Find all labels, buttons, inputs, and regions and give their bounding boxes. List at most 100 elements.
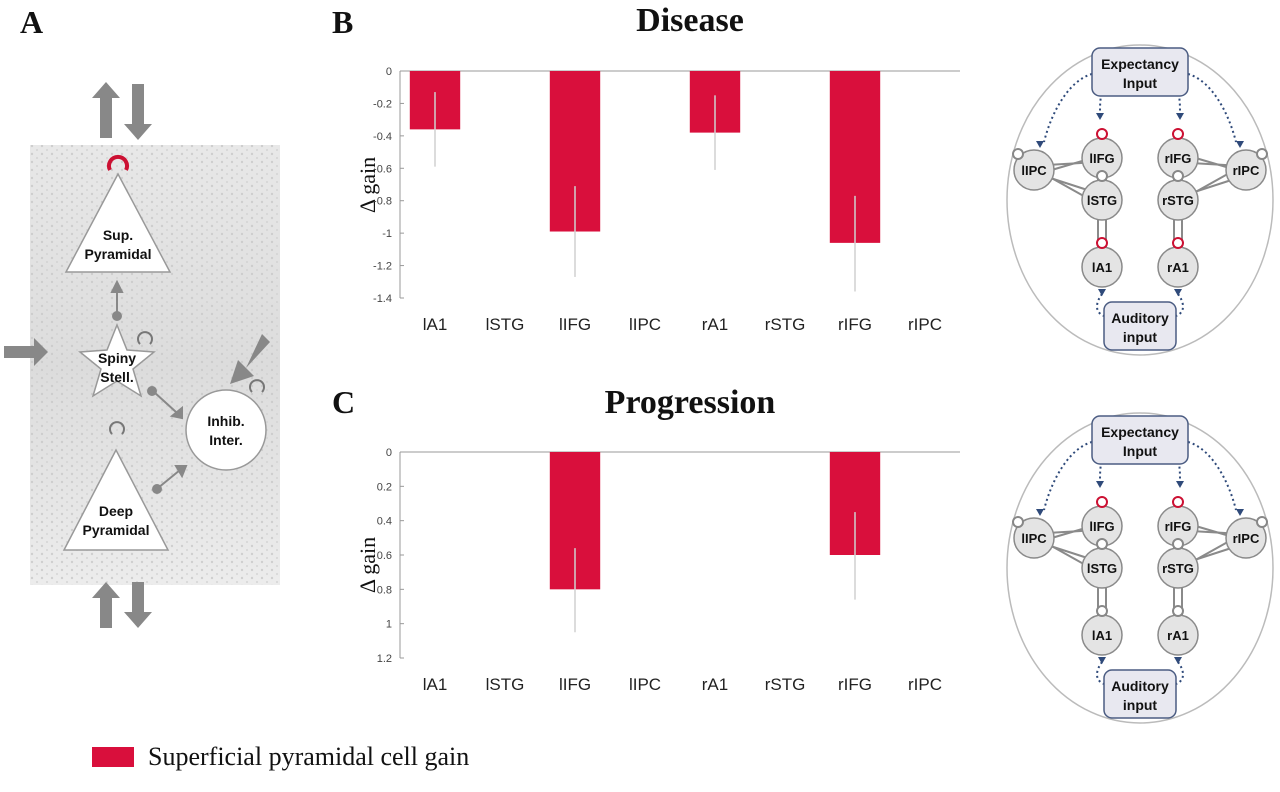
disease-network-node-label-lIPC: lIPC	[1021, 163, 1047, 178]
disease-network-node-label-lSTG: lSTG	[1087, 193, 1117, 208]
progression-network-node-lIPC	[1013, 517, 1055, 559]
panel-label-b: B	[332, 4, 354, 40]
progression-network-node-rIPC	[1225, 517, 1267, 559]
disease-network-self-gain-rA1	[1172, 237, 1184, 249]
disease-network-self-gain-rIPC	[1256, 148, 1268, 160]
progression-xtick-label: rSTG	[765, 675, 806, 694]
internal-connections	[110, 279, 188, 494]
inhib-input-arrow	[230, 334, 270, 384]
disease-xtick-label: lIPC	[629, 315, 661, 334]
progression-network-dotted-link	[1187, 441, 1237, 511]
disease-network-dotted-arrowhead	[1236, 141, 1244, 148]
progression-xtick-label: rIFG	[838, 675, 872, 694]
spiny-stellate-node	[78, 322, 156, 398]
sup-pyramidal-label-2: Pyramidal	[85, 246, 152, 262]
progression-network-auditory-box	[1103, 669, 1177, 719]
progression-network-node-label-rIFG: rIFG	[1165, 519, 1192, 534]
disease-ytick-label: 0	[386, 66, 392, 78]
disease-network-dotted-link	[1175, 83, 1181, 115]
bottom-arrows	[92, 582, 152, 628]
progression-ytick-label: 1.2	[377, 653, 392, 665]
disease-network-node-label-lA1: lA1	[1092, 260, 1112, 275]
self-inhibition-loops	[109, 331, 265, 435]
disease-network-self-gain-rIFG	[1172, 128, 1184, 140]
disease-network-dotted-arrowhead	[1098, 289, 1106, 296]
disease-xtick-label: lA1	[423, 315, 448, 334]
progression-xtick-label: lA1	[423, 675, 448, 694]
deep-pyramidal-label-2: Pyramidal	[83, 522, 150, 538]
progression-network-dotted-link	[1175, 451, 1181, 483]
progression-network-self-gain-rIPC	[1256, 516, 1268, 528]
top-arrows	[92, 82, 152, 140]
disease-network-auditory-label: Auditory	[1111, 310, 1169, 326]
spiny-stellate-label-1: Spiny	[98, 350, 136, 366]
disease-network-expectancy-label: Input	[1123, 75, 1158, 91]
disease-network-outline	[1006, 44, 1274, 356]
progression-ytick-label: 0	[386, 447, 392, 459]
chart-progression: 0 0.2 0.4 0.6 0.8 1 1.2 lA1 lSTG lIFG lIPC rA1 rSTG r…	[377, 447, 960, 694]
progression-ytick-label: 0.4	[377, 516, 392, 528]
progression-network-self-gain-lSTG	[1096, 538, 1108, 550]
progression-network-self-gain-rA1	[1172, 605, 1184, 617]
disease-network-node-label-rIFG: rIFG	[1165, 151, 1192, 166]
microcircuit-diagram: Sup. Pyramidal Spiny Stell. Inhib. Inter…	[4, 82, 280, 628]
inhib-inter-node	[185, 389, 267, 471]
progression-network-self-gain-lIPC	[1012, 516, 1024, 528]
progression-network-node-label-rSTG: rSTG	[1162, 561, 1194, 576]
progression-network-dotted-arrowhead	[1236, 509, 1244, 516]
progression-network-dotted-arrowhead	[1036, 509, 1044, 516]
chart-disease: 0 -0.2 -0.4 -0.6 -0.8 -1 -1.2 -1.4 lA1 lSTG lIFG lI…	[373, 66, 960, 334]
sup-pyramidal-node	[64, 172, 172, 273]
progression-network-dotted-arrowhead	[1176, 481, 1184, 488]
disease-network-auditory-box	[1103, 301, 1177, 351]
progression-network-self-gain-lA1	[1096, 605, 1108, 617]
progression-network-self-gain-rSTG	[1172, 538, 1184, 550]
disease-ytick-label: -1.4	[373, 293, 392, 305]
legend-label: Superficial pyramidal cell gain	[148, 742, 470, 771]
disease-network-node-label-rA1: rA1	[1167, 260, 1189, 275]
progression-network-self-gain-lIFG	[1096, 496, 1108, 508]
progression-network-auditory-label: input	[1123, 697, 1158, 713]
legend: Superficial pyramidal cell gain	[92, 742, 469, 772]
progression-network-auditory-label: Auditory	[1111, 678, 1169, 694]
progression-xtick-label: lIFG	[559, 675, 591, 694]
disease-ytick-label: -0.2	[373, 98, 392, 110]
progression-ytick-label: 1	[386, 619, 392, 631]
progression-xtick-label: rIPC	[908, 675, 942, 694]
disease-network-self-gain-lSTG	[1096, 170, 1108, 182]
panel-label-c: C	[332, 384, 356, 420]
progression-network-dotted-link	[1099, 451, 1105, 483]
progression-network-node-label-rIPC: rIPC	[1233, 531, 1260, 546]
progression-network-dotted-link	[1043, 441, 1093, 511]
deep-pyramidal-label-1: Deep	[99, 503, 133, 519]
disease-network-self-gain-lIPC	[1012, 148, 1024, 160]
disease-ytick-label: -1.2	[373, 261, 392, 273]
disease-network-expectancy-label: Expectancy	[1101, 56, 1179, 72]
sup-pyramidal-label-1: Sup.	[103, 227, 133, 243]
disease-ytick-label: -0.8	[373, 196, 392, 208]
disease-network-dotted-arrowhead	[1096, 113, 1104, 120]
disease-ytick-label: -0.4	[373, 131, 392, 143]
progression-network-node-label-lA1: lA1	[1092, 628, 1112, 643]
progression-network-outline	[1006, 412, 1274, 724]
progression-ytick-label: 0.6	[377, 550, 392, 562]
spiny-stellate-label-2: Stell.	[100, 369, 133, 385]
disease-xtick-label: rIPC	[908, 315, 942, 334]
network-diagram-disease: Expectancy Input Auditory input lIFG rIFG lIPC…	[1006, 44, 1274, 356]
disease-network-auditory-label: input	[1123, 329, 1158, 345]
progression-network-node-label-lIFG: lIFG	[1089, 519, 1114, 534]
deep-pyramidal-node	[62, 448, 170, 551]
progression-ytick-label: 0.2	[377, 481, 392, 493]
disease-xtick-label: rIFG	[838, 315, 872, 334]
progression-network-dotted-arrowhead	[1096, 481, 1104, 488]
disease-network-dotted-link	[1043, 73, 1093, 143]
disease-network-dotted-arrowhead	[1176, 113, 1184, 120]
disease-network-dotted-link	[1187, 73, 1237, 143]
progression-network-node-label-lSTG: lSTG	[1087, 561, 1117, 576]
progression-network-dotted-arrowhead	[1098, 657, 1106, 664]
chart-title-progression: Progression	[604, 384, 776, 421]
disease-network-self-gain-lIFG	[1096, 128, 1108, 140]
progression-network-expectancy-label: Input	[1123, 443, 1158, 459]
disease-xtick-label: rSTG	[765, 315, 806, 334]
disease-network-dotted-arrowhead	[1174, 289, 1182, 296]
